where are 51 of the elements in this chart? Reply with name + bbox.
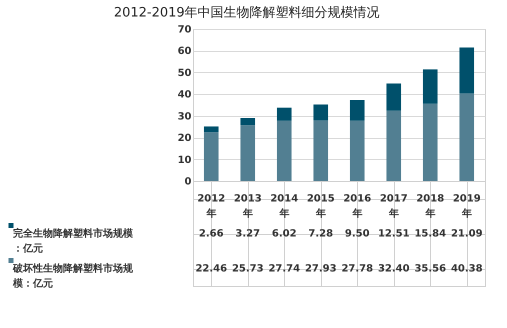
data-label: 15.84 bbox=[414, 228, 446, 240]
bar bbox=[240, 125, 256, 181]
x-tick-label: 2013年 bbox=[234, 194, 262, 220]
y-tick-label: 50 bbox=[178, 68, 192, 79]
data-label: 27.74 bbox=[268, 264, 300, 274]
data-label: 9.50 bbox=[344, 228, 370, 240]
legend-label: 完全生物降解塑料市场规模：亿元 bbox=[13, 228, 134, 254]
data-label: 3.27 bbox=[235, 228, 260, 240]
bar bbox=[276, 108, 292, 121]
bar bbox=[350, 120, 365, 181]
data-label: 27.78 bbox=[341, 264, 374, 274]
bar bbox=[350, 100, 365, 121]
data-label: 21.09 bbox=[450, 228, 483, 240]
bar bbox=[240, 118, 256, 126]
bar bbox=[313, 104, 328, 120]
data-label: 32.40 bbox=[378, 264, 410, 274]
bar bbox=[204, 126, 219, 132]
y-tick-label: 0 bbox=[184, 176, 192, 188]
data-label: 6.02 bbox=[272, 228, 297, 240]
data-label: 7.28 bbox=[308, 228, 334, 240]
data-label: 22.46 bbox=[195, 264, 228, 274]
bar bbox=[422, 69, 438, 104]
y-tick-label: 10 bbox=[178, 154, 192, 166]
y-tick-label: 40 bbox=[178, 90, 192, 101]
bar bbox=[276, 120, 292, 181]
y-tick-label: 60 bbox=[178, 46, 192, 58]
bar bbox=[422, 104, 438, 181]
data-label: 40.38 bbox=[450, 264, 483, 274]
chart-title: 2012-2019年中国生物降解塑料细分规模情况 bbox=[114, 4, 380, 20]
x-tick-label: 2014年 bbox=[270, 194, 298, 220]
legend-label: 破坏性生物降解塑料市场规模：亿元 bbox=[12, 262, 134, 290]
x-tick-label: 2017年 bbox=[380, 194, 408, 220]
bar bbox=[459, 48, 474, 94]
data-label: 12.51 bbox=[378, 228, 410, 240]
bar bbox=[386, 110, 402, 181]
y-tick-label: 70 bbox=[178, 24, 192, 36]
data-label: 35.56 bbox=[414, 264, 446, 274]
data-label: 25.73 bbox=[232, 264, 264, 274]
y-tick-label: 20 bbox=[178, 133, 192, 144]
x-tick-label: 2018年 bbox=[416, 194, 444, 220]
bar bbox=[204, 132, 219, 181]
x-tick-label: 2019年 bbox=[452, 194, 481, 220]
data-label: 27.93 bbox=[304, 264, 337, 274]
x-tick-label: 2016年 bbox=[343, 194, 372, 220]
x-tick-label: 2012年 bbox=[197, 194, 226, 220]
data-label: 2.66 bbox=[198, 228, 224, 240]
x-tick-label: 2015年 bbox=[306, 194, 335, 220]
y-tick-label: 30 bbox=[178, 111, 192, 122]
bar bbox=[459, 93, 474, 181]
bar bbox=[386, 83, 402, 111]
bar bbox=[313, 120, 328, 181]
